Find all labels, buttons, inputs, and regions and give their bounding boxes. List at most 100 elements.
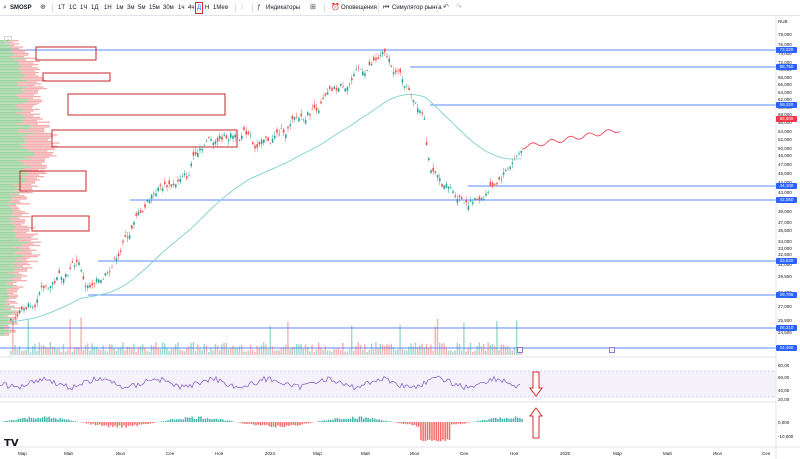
search-icon[interactable]: ⌕ xyxy=(3,4,7,11)
candle-body xyxy=(377,57,379,60)
volume-bar xyxy=(225,342,227,355)
volume-profile-bar xyxy=(0,212,14,215)
replay-button[interactable]: Симулятор рынка xyxy=(392,5,442,11)
candle-body xyxy=(113,257,115,259)
chart-canvas[interactable] xyxy=(0,16,800,459)
candle-body xyxy=(10,318,12,321)
chart-area[interactable]: › xyxy=(0,16,800,459)
timeframe-month[interactable]: 1Мес xyxy=(213,5,228,11)
volume-bar xyxy=(500,344,502,355)
macd-histogram-bar xyxy=(231,421,233,422)
candle-body xyxy=(214,141,217,144)
volume-profile-bar xyxy=(24,108,40,111)
candle-body xyxy=(157,187,159,192)
volume-bar xyxy=(491,344,494,355)
timeframe-15m[interactable]: 15м xyxy=(149,5,160,11)
chart-type-icon[interactable]: ⫶ xyxy=(241,4,243,11)
candle-body xyxy=(417,108,419,113)
collapse-pane-button[interactable]: › xyxy=(4,36,12,44)
candle-body xyxy=(91,283,93,286)
timeframe-5m[interactable]: 5м xyxy=(138,5,146,11)
alerts-button[interactable]: Оповещения xyxy=(341,5,377,11)
layout-grid-icon[interactable]: ⊞ xyxy=(310,4,316,11)
candle-body xyxy=(115,258,118,262)
candle-body xyxy=(370,64,373,66)
timeframe-day-active[interactable]: Д xyxy=(194,2,204,14)
volume-bar xyxy=(197,344,199,355)
volume-profile-bar xyxy=(8,294,19,296)
volume-bar xyxy=(153,346,155,355)
macd-histogram-bar xyxy=(479,420,482,422)
volume-profile-bar xyxy=(0,99,29,101)
volume-profile-bar xyxy=(0,89,22,91)
volume-bar xyxy=(370,343,373,355)
candle-body xyxy=(216,137,219,142)
indicators-icon[interactable]: ƒ xyxy=(257,4,261,11)
macd-histogram-bar xyxy=(41,417,44,422)
candle-body xyxy=(357,67,360,69)
time-tick: Мар xyxy=(613,451,622,456)
macd-histogram-bar xyxy=(195,418,198,422)
interval-1ch[interactable]: 1Ч xyxy=(80,5,88,11)
volume-bar xyxy=(238,345,241,355)
macd-histogram-bar xyxy=(123,422,125,426)
timeframe-4h[interactable]: 4ч xyxy=(188,5,195,11)
candle-body xyxy=(329,86,331,89)
volume-profile-bar xyxy=(9,193,20,195)
volume-bar xyxy=(126,346,128,355)
candle-body xyxy=(203,145,206,146)
tradingview-logo[interactable]: TV xyxy=(4,438,19,449)
volume-profile-bar xyxy=(22,182,36,184)
price-tick: 56,000 xyxy=(778,120,792,125)
volume-profile-bar xyxy=(0,164,24,167)
macd-histogram-bar xyxy=(173,419,176,422)
macd-histogram-bar xyxy=(165,421,167,422)
volume-profile-bar xyxy=(0,49,12,51)
volume-profile-bar xyxy=(0,252,15,255)
price-level-badge: 56,500 xyxy=(776,116,797,122)
macd-histogram-bar xyxy=(435,422,438,441)
interval-1d[interactable]: 1Д xyxy=(91,5,99,11)
macd-histogram-bar xyxy=(426,422,429,441)
candle-body xyxy=(258,142,261,145)
timeframe-1h[interactable]: 1ч xyxy=(178,5,185,11)
volume-bar xyxy=(128,347,131,355)
pane-marker-left[interactable]: ▫ xyxy=(517,347,523,353)
interval-1s[interactable]: 1С xyxy=(69,5,77,11)
timeframe-3m[interactable]: 3м xyxy=(127,5,135,11)
indicators-button[interactable]: Индикаторы xyxy=(266,5,301,11)
redo-icon[interactable]: ↷ xyxy=(456,4,462,11)
alarm-clock-icon[interactable]: ⏰ xyxy=(331,4,340,11)
candle-body xyxy=(322,97,324,99)
interval-1t[interactable]: 1T xyxy=(58,5,66,11)
plus-circle-icon[interactable]: ⊕ xyxy=(40,4,46,11)
macd-histogram-bar xyxy=(382,420,385,422)
macd-histogram-bar xyxy=(28,416,31,422)
volume-profile-bar xyxy=(0,195,18,197)
volume-profile-bar xyxy=(0,214,12,216)
replay-icon[interactable]: ⏮ xyxy=(383,4,390,11)
volume-bar xyxy=(447,350,450,355)
volume-profile-bar xyxy=(0,190,15,192)
volume-profile-bar xyxy=(16,94,35,96)
macd-histogram-bar xyxy=(52,417,55,422)
pane-marker-right[interactable]: ▫ xyxy=(609,347,615,353)
symbol-name[interactable]: SMOSP xyxy=(10,5,32,11)
macd-histogram-bar xyxy=(429,422,431,440)
timeframe-30m[interactable]: 30м xyxy=(163,5,174,11)
candle-body xyxy=(480,198,483,201)
interval-1n[interactable]: 1Н xyxy=(104,5,112,11)
candle-body xyxy=(190,163,192,167)
undo-icon[interactable]: ↶ xyxy=(443,4,449,11)
volume-profile-bar xyxy=(30,124,50,127)
volume-bar xyxy=(410,343,412,355)
volume-bar xyxy=(285,344,287,355)
volume-profile-bar xyxy=(12,230,30,232)
chevron-down-icon[interactable]: ▾ xyxy=(226,5,229,11)
macd-histogram-bar xyxy=(338,418,341,422)
timeframe-week[interactable]: Н xyxy=(205,5,210,11)
macd-histogram-bar xyxy=(257,422,259,425)
volume-profile-bar xyxy=(13,224,22,226)
timeframe-1m[interactable]: 1м xyxy=(116,5,124,11)
candle-body xyxy=(441,183,443,187)
